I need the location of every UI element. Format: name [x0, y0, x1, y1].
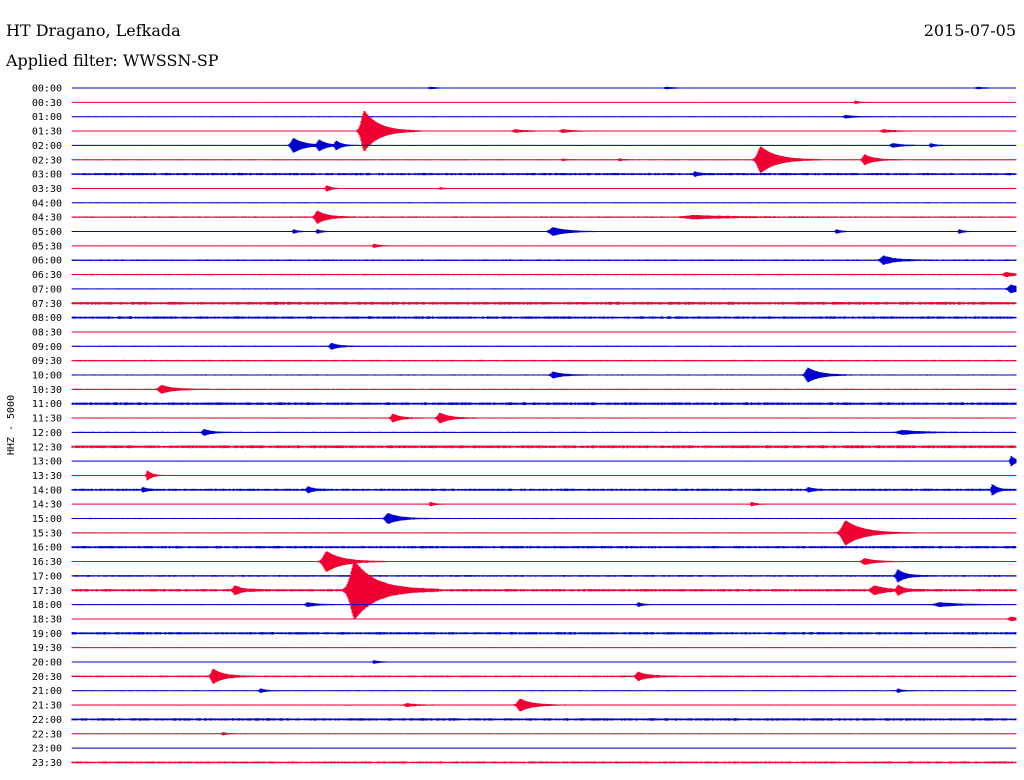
row-label: 23:30 — [32, 758, 62, 769]
row-label: 15:30 — [32, 528, 62, 539]
row-label: 00:30 — [32, 98, 62, 109]
row-label: 19:30 — [32, 643, 62, 654]
row-label: 02:00 — [32, 141, 62, 152]
row-label: 01:30 — [32, 127, 62, 138]
row-label: 01:00 — [32, 112, 62, 123]
row-label: 09:00 — [32, 342, 62, 353]
row-label: 11:30 — [32, 414, 62, 425]
row-label: 16:00 — [32, 543, 62, 554]
row-label: 03:00 — [32, 170, 62, 181]
date-label: 2015-07-05 — [924, 21, 1016, 40]
y-axis-label: HHZ - 5000 — [6, 395, 17, 455]
row-label: 05:00 — [32, 227, 62, 238]
station-title: HT Dragano, Lefkada — [6, 21, 181, 40]
row-label: 07:30 — [32, 299, 62, 310]
row-label: 17:00 — [32, 571, 62, 582]
row-label: 03:30 — [32, 184, 62, 195]
row-label: 14:30 — [32, 500, 62, 511]
row-label: 17:30 — [32, 586, 62, 597]
row-label: 08:00 — [32, 313, 62, 324]
row-label: 12:30 — [32, 442, 62, 453]
row-label: 09:30 — [32, 356, 62, 367]
row-label: 21:00 — [32, 686, 62, 697]
row-label: 15:00 — [32, 514, 62, 525]
row-label: 00:00 — [32, 84, 62, 95]
row-label: 10:30 — [32, 385, 62, 396]
row-label: 14:00 — [32, 485, 62, 496]
row-label: 22:00 — [32, 715, 62, 726]
row-label: 05:30 — [32, 241, 62, 252]
row-label: 13:30 — [32, 471, 62, 482]
row-label: 11:00 — [32, 399, 62, 410]
row-label: 18:00 — [32, 600, 62, 611]
row-label: 21:30 — [32, 701, 62, 712]
filter-label: Applied filter: WWSSN-SP — [5, 51, 219, 70]
row-label: 04:00 — [32, 198, 62, 209]
row-label: 06:30 — [32, 270, 62, 281]
row-label: 06:00 — [32, 256, 62, 267]
row-label: 12:00 — [32, 428, 62, 439]
row-label: 08:30 — [32, 327, 62, 338]
row-label: 04:30 — [32, 213, 62, 224]
row-label: 20:00 — [32, 658, 62, 669]
row-label: 02:30 — [32, 155, 62, 166]
row-label: 18:30 — [32, 614, 62, 625]
row-label: 20:30 — [32, 672, 62, 683]
row-label: 22:30 — [32, 729, 62, 740]
row-label: 07:00 — [32, 284, 62, 295]
row-label: 13:00 — [32, 457, 62, 468]
row-label: 16:30 — [32, 557, 62, 568]
row-label: 10:00 — [32, 371, 62, 382]
traces-group: 00:00 00:30 01:00 01:30 02:00 02:30 03:00 03:30… — [32, 84, 1017, 769]
row-label: 19:00 — [32, 629, 62, 640]
row-label: 23:00 — [32, 744, 62, 755]
